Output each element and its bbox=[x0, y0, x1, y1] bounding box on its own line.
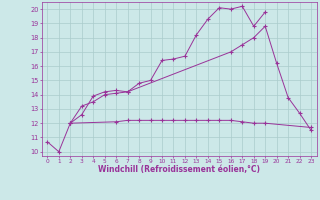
X-axis label: Windchill (Refroidissement éolien,°C): Windchill (Refroidissement éolien,°C) bbox=[98, 165, 260, 174]
